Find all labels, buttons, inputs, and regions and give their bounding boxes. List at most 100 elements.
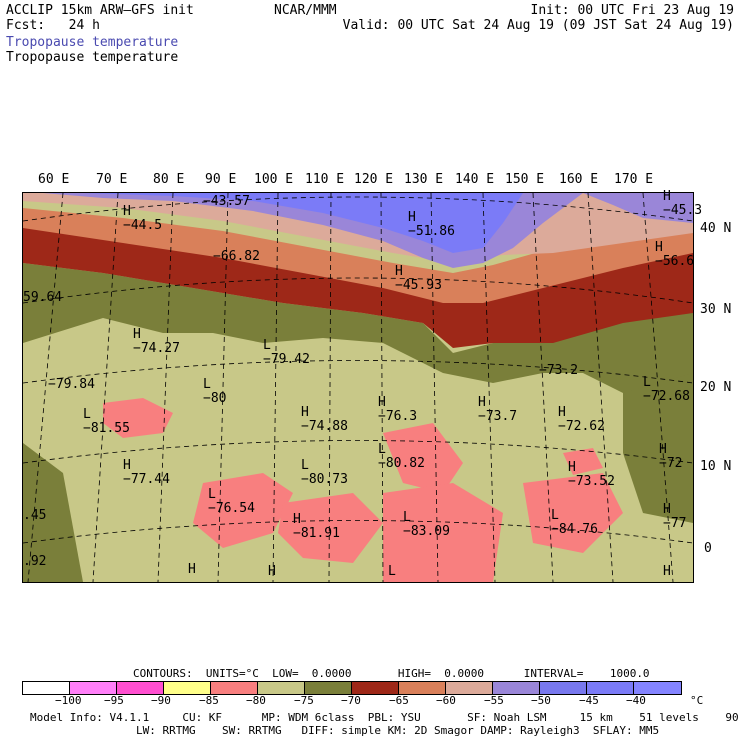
purple-cap-east xyxy=(583,193,693,223)
contours-info: CONTOURS: UNITS=°C LOW= 0.0000 HIGH= 0.0… xyxy=(133,667,650,680)
hl-marker: 59.64 xyxy=(23,290,63,305)
color-bar-tick: −95 xyxy=(104,694,124,707)
color-bar-tick: −75 xyxy=(294,694,314,707)
color-bar-tick: −85 xyxy=(199,694,219,707)
salmon-patch xyxy=(563,448,603,475)
color-bar-tick: −60 xyxy=(436,694,456,707)
hl-marker: H xyxy=(268,564,276,579)
hl-marker: H −74.27 xyxy=(133,327,180,356)
lon-label: 110 E xyxy=(305,172,345,187)
center-label: NCAR/MMM xyxy=(274,3,337,18)
olive-patch-east xyxy=(623,373,693,523)
hl-marker: L −80.73 xyxy=(301,458,348,487)
map-fill xyxy=(23,193,693,582)
model-info-line2: LW: RRTMG SW: RRTMG DIFF: simple KM: 2D … xyxy=(30,724,660,737)
hl-marker: L −83.09 xyxy=(403,510,450,539)
hl-marker: H −74.88 xyxy=(301,405,348,434)
lon-label: 140 E xyxy=(455,172,495,187)
hl-marker: L −81.55 xyxy=(83,407,130,436)
hl-marker: H xyxy=(188,562,196,577)
color-bar-tick: −70 xyxy=(341,694,361,707)
orange-band xyxy=(23,208,693,303)
hl-marker: −43.57 xyxy=(203,194,250,209)
lon-label: 150 E xyxy=(505,172,545,187)
valid-time: Valid: 00 UTC Sat 24 Aug 19 (09 JST Sat … xyxy=(342,18,734,33)
lon-label: 130 E xyxy=(404,172,444,187)
lon-label: 70 E xyxy=(96,172,128,187)
hl-marker: H −76.3 xyxy=(378,395,418,424)
hl-marker: H −72 xyxy=(659,442,683,471)
lon-label: 100 E xyxy=(254,172,294,187)
tropopause-temperature-map: H −44.5 −43.57 H −51.86 H −45.3 −66.82 H… xyxy=(22,190,702,583)
olive-band xyxy=(23,263,693,403)
color-bar-cell xyxy=(305,682,352,694)
color-bar-tick: −55 xyxy=(484,694,504,707)
hl-marker: −66.82 xyxy=(213,249,260,264)
model-title: ACCLIP 15km ARW–GFS init xyxy=(6,3,194,18)
color-bar-cell xyxy=(399,682,446,694)
color-bar-cell xyxy=(164,682,211,694)
hl-marker: .45 xyxy=(23,508,47,523)
hl-marker: L −80.82 xyxy=(378,442,425,471)
hl-marker: L −76.54 xyxy=(208,487,255,516)
lon-label: 60 E xyxy=(38,172,70,187)
color-bar-tick: −45 xyxy=(579,694,599,707)
salmon-patch xyxy=(278,493,383,563)
salmon-patch xyxy=(103,398,173,438)
hl-marker: L −79.42 xyxy=(263,338,310,367)
color-bar-cell xyxy=(493,682,540,694)
color-bar xyxy=(22,681,682,695)
hl-marker: H −56.6 xyxy=(655,240,695,269)
init-time: Init: 00 UTC Fri 23 Aug 19 xyxy=(530,3,735,18)
lat-label: 20 N xyxy=(700,380,732,395)
field-title: Tropopause temperature xyxy=(6,50,179,65)
hl-marker: H −45.93 xyxy=(395,264,442,293)
hl-marker: L −80 xyxy=(203,377,227,406)
lon-label: 170 E xyxy=(614,172,654,187)
salmon-patch xyxy=(193,473,293,548)
lat-label: 0 xyxy=(704,541,712,556)
hl-marker: H −81.91 xyxy=(293,512,340,541)
lat-label: 40 N xyxy=(700,221,732,236)
hl-marker: H −44.5 xyxy=(123,204,163,233)
color-bar-cell xyxy=(23,682,70,694)
hl-marker: L xyxy=(388,564,396,579)
red-band xyxy=(23,223,693,348)
hl-marker: −73.2 xyxy=(539,363,579,378)
hl-marker: H −45.3 xyxy=(663,189,703,218)
color-bar-cell xyxy=(352,682,399,694)
hl-marker: L −72.68 xyxy=(643,375,690,404)
blue-cap xyxy=(83,193,523,253)
salmon-patch xyxy=(383,483,503,582)
hl-marker: H −77 xyxy=(663,502,687,531)
color-bar-tick: −65 xyxy=(389,694,409,707)
color-bar-tick: −100 xyxy=(55,694,82,707)
color-bar-tick: −80 xyxy=(246,694,266,707)
hl-marker: L −84.76 xyxy=(551,508,598,537)
salmon-patch xyxy=(383,423,463,493)
hl-marker: H xyxy=(663,564,671,579)
color-bar-cell xyxy=(587,682,634,694)
field-title-colored: Tropopause temperature xyxy=(6,35,179,50)
forecast-hour: Fcst: 24 h xyxy=(6,18,100,33)
color-bar-cell xyxy=(70,682,117,694)
lon-label: 80 E xyxy=(153,172,185,187)
graticule xyxy=(23,193,693,582)
hl-marker: H −73.7 xyxy=(478,395,518,424)
hl-marker: −79.84 xyxy=(48,377,95,392)
salmon-patch xyxy=(523,473,623,553)
hl-marker: H −73.52 xyxy=(568,460,615,489)
color-bar-cell xyxy=(117,682,164,694)
hl-marker: .92 xyxy=(23,554,47,569)
hl-marker: H −77.44 xyxy=(123,458,170,487)
color-bar-cell xyxy=(540,682,587,694)
color-bar-cell xyxy=(634,682,681,694)
hl-marker: H −72.62 xyxy=(558,405,605,434)
color-bar-cell xyxy=(258,682,305,694)
color-bar-cell xyxy=(446,682,493,694)
lon-label: 90 E xyxy=(205,172,237,187)
color-bar-tick: −90 xyxy=(151,694,171,707)
lon-label: 160 E xyxy=(559,172,599,187)
lon-label: 120 E xyxy=(354,172,394,187)
lat-label: 10 N xyxy=(700,459,732,474)
